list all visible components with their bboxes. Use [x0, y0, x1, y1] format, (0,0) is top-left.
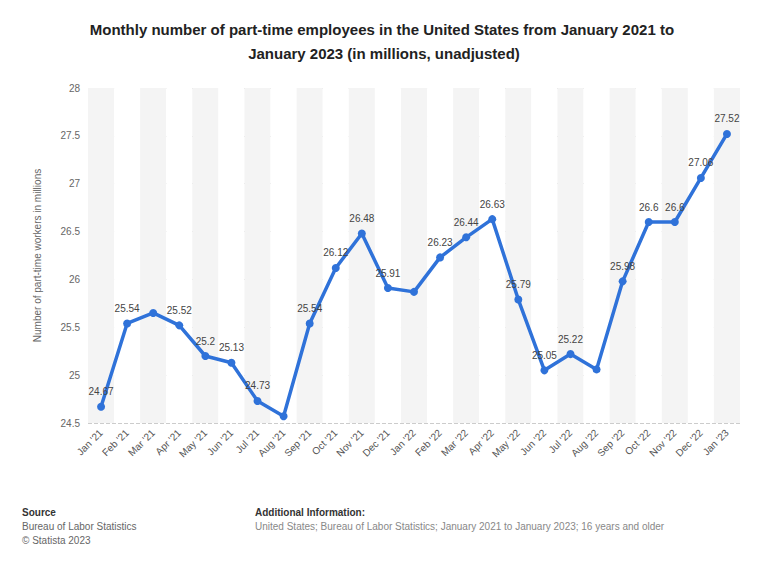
svg-text:24.5: 24.5: [61, 418, 81, 429]
svg-text:Jul '21: Jul '21: [233, 427, 262, 456]
svg-text:Mar '22: Mar '22: [439, 427, 470, 458]
svg-text:Jan '23: Jan '23: [701, 427, 732, 458]
svg-text:25.2: 25.2: [196, 336, 216, 347]
svg-text:Oct '22: Oct '22: [622, 427, 653, 457]
svg-text:May '21: May '21: [177, 427, 210, 460]
svg-text:© Statista 2023: © Statista 2023: [22, 535, 91, 546]
svg-text:25.05: 25.05: [532, 350, 557, 361]
svg-text:Feb '22: Feb '22: [413, 427, 444, 458]
svg-text:26.48: 26.48: [349, 213, 374, 224]
svg-text:25.5: 25.5: [61, 322, 81, 333]
svg-text:25.54: 25.54: [115, 303, 140, 314]
svg-text:26.23: 26.23: [428, 237, 453, 248]
svg-text:Number of part-time workers in: Number of part-time workers in millions: [32, 169, 43, 342]
svg-text:Jun '21: Jun '21: [205, 427, 236, 458]
svg-text:27.5: 27.5: [61, 130, 81, 141]
svg-text:28: 28: [69, 83, 81, 94]
svg-text:Apr '22: Apr '22: [466, 427, 497, 457]
svg-text:25.22: 25.22: [558, 334, 583, 345]
svg-text:24.73: 24.73: [245, 380, 270, 391]
svg-text:25.98: 25.98: [610, 261, 635, 272]
svg-text:Aug '21: Aug '21: [256, 427, 288, 459]
svg-text:Apr '21: Apr '21: [153, 427, 184, 457]
svg-text:Oct '21: Oct '21: [309, 427, 340, 457]
svg-text:26.44: 26.44: [454, 217, 479, 228]
svg-text:26.5: 26.5: [61, 226, 81, 237]
svg-text:26: 26: [69, 274, 81, 285]
svg-text:26.6: 26.6: [665, 202, 685, 213]
svg-text:January 2023 (in millions, una: January 2023 (in millions, unadjusted): [248, 45, 520, 62]
svg-text:Sep '22: Sep '22: [595, 427, 627, 459]
svg-text:27: 27: [69, 178, 81, 189]
svg-text:25.13: 25.13: [219, 342, 244, 353]
svg-text:Jul '22: Jul '22: [546, 427, 575, 456]
svg-text:Source: Source: [22, 507, 56, 518]
svg-text:Jan '22: Jan '22: [388, 427, 419, 458]
svg-text:Jan '21: Jan '21: [75, 427, 106, 458]
svg-text:Jun '22: Jun '22: [518, 427, 549, 458]
svg-text:27.06: 27.06: [688, 157, 713, 168]
svg-text:27.52: 27.52: [714, 113, 739, 124]
svg-text:Dec '22: Dec '22: [673, 427, 705, 459]
svg-text:Mar '21: Mar '21: [126, 427, 157, 458]
svg-text:25.52: 25.52: [167, 305, 192, 316]
svg-text:26.63: 26.63: [480, 199, 505, 210]
svg-text:Additional Information:: Additional Information:: [255, 507, 365, 518]
svg-text:25.91: 25.91: [375, 268, 400, 279]
svg-text:United States; Bureau of Labor: United States; Bureau of Labor Statistic…: [255, 521, 665, 532]
svg-text:24.67: 24.67: [89, 386, 114, 397]
svg-text:Nov '21: Nov '21: [334, 427, 366, 459]
svg-text:Dec '21: Dec '21: [360, 427, 392, 459]
svg-text:Feb '21: Feb '21: [100, 427, 131, 458]
svg-text:Aug '22: Aug '22: [569, 427, 601, 459]
svg-text:26.6: 26.6: [639, 202, 659, 213]
svg-text:May '22: May '22: [490, 427, 523, 460]
svg-text:Nov '22: Nov '22: [647, 427, 679, 459]
svg-text:Monthly number of part-time em: Monthly number of part-time employees in…: [90, 21, 678, 38]
svg-text:25.54: 25.54: [297, 303, 322, 314]
svg-text:25: 25: [69, 370, 81, 381]
svg-text:25.79: 25.79: [506, 279, 531, 290]
svg-text:Sep '21: Sep '21: [282, 427, 314, 459]
svg-text:26.12: 26.12: [323, 247, 348, 258]
svg-text:Bureau of Labor Statistics: Bureau of Labor Statistics: [22, 521, 137, 532]
